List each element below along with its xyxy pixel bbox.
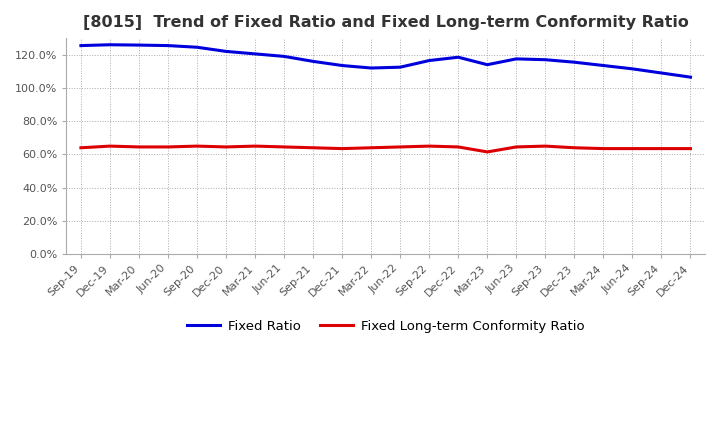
- Line: Fixed Long-term Conformity Ratio: Fixed Long-term Conformity Ratio: [81, 146, 690, 152]
- Legend: Fixed Ratio, Fixed Long-term Conformity Ratio: Fixed Ratio, Fixed Long-term Conformity …: [181, 315, 590, 338]
- Fixed Long-term Conformity Ratio: [251, 143, 259, 149]
- Fixed Ratio: [135, 42, 143, 48]
- Fixed Ratio: [338, 63, 346, 68]
- Fixed Long-term Conformity Ratio: [135, 144, 143, 150]
- Fixed Ratio: [280, 54, 289, 59]
- Fixed Long-term Conformity Ratio: [309, 145, 318, 150]
- Fixed Long-term Conformity Ratio: [163, 144, 172, 150]
- Fixed Long-term Conformity Ratio: [483, 149, 492, 154]
- Title: [8015]  Trend of Fixed Ratio and Fixed Long-term Conformity Ratio: [8015] Trend of Fixed Ratio and Fixed Lo…: [83, 15, 688, 30]
- Fixed Ratio: [570, 59, 579, 65]
- Fixed Ratio: [367, 66, 376, 71]
- Line: Fixed Ratio: Fixed Ratio: [81, 45, 690, 77]
- Fixed Ratio: [163, 43, 172, 48]
- Fixed Ratio: [454, 55, 462, 60]
- Fixed Ratio: [686, 74, 695, 80]
- Fixed Ratio: [599, 63, 608, 68]
- Fixed Ratio: [222, 49, 230, 54]
- Fixed Ratio: [628, 66, 636, 71]
- Fixed Ratio: [76, 43, 85, 48]
- Fixed Long-term Conformity Ratio: [657, 146, 666, 151]
- Fixed Long-term Conformity Ratio: [599, 146, 608, 151]
- Fixed Long-term Conformity Ratio: [541, 143, 549, 149]
- Fixed Long-term Conformity Ratio: [106, 143, 114, 149]
- Fixed Ratio: [251, 51, 259, 56]
- Fixed Long-term Conformity Ratio: [367, 145, 376, 150]
- Fixed Ratio: [483, 62, 492, 67]
- Fixed Long-term Conformity Ratio: [193, 143, 202, 149]
- Fixed Ratio: [396, 65, 405, 70]
- Fixed Long-term Conformity Ratio: [425, 143, 433, 149]
- Fixed Ratio: [657, 70, 666, 76]
- Fixed Ratio: [309, 59, 318, 64]
- Fixed Long-term Conformity Ratio: [454, 144, 462, 150]
- Fixed Long-term Conformity Ratio: [280, 144, 289, 150]
- Fixed Long-term Conformity Ratio: [512, 144, 521, 150]
- Fixed Ratio: [425, 58, 433, 63]
- Fixed Long-term Conformity Ratio: [570, 145, 579, 150]
- Fixed Long-term Conformity Ratio: [396, 144, 405, 150]
- Fixed Long-term Conformity Ratio: [222, 144, 230, 150]
- Fixed Long-term Conformity Ratio: [76, 145, 85, 150]
- Fixed Long-term Conformity Ratio: [686, 146, 695, 151]
- Fixed Ratio: [106, 42, 114, 48]
- Fixed Long-term Conformity Ratio: [338, 146, 346, 151]
- Fixed Long-term Conformity Ratio: [628, 146, 636, 151]
- Fixed Ratio: [541, 57, 549, 62]
- Fixed Ratio: [193, 44, 202, 50]
- Fixed Ratio: [512, 56, 521, 62]
